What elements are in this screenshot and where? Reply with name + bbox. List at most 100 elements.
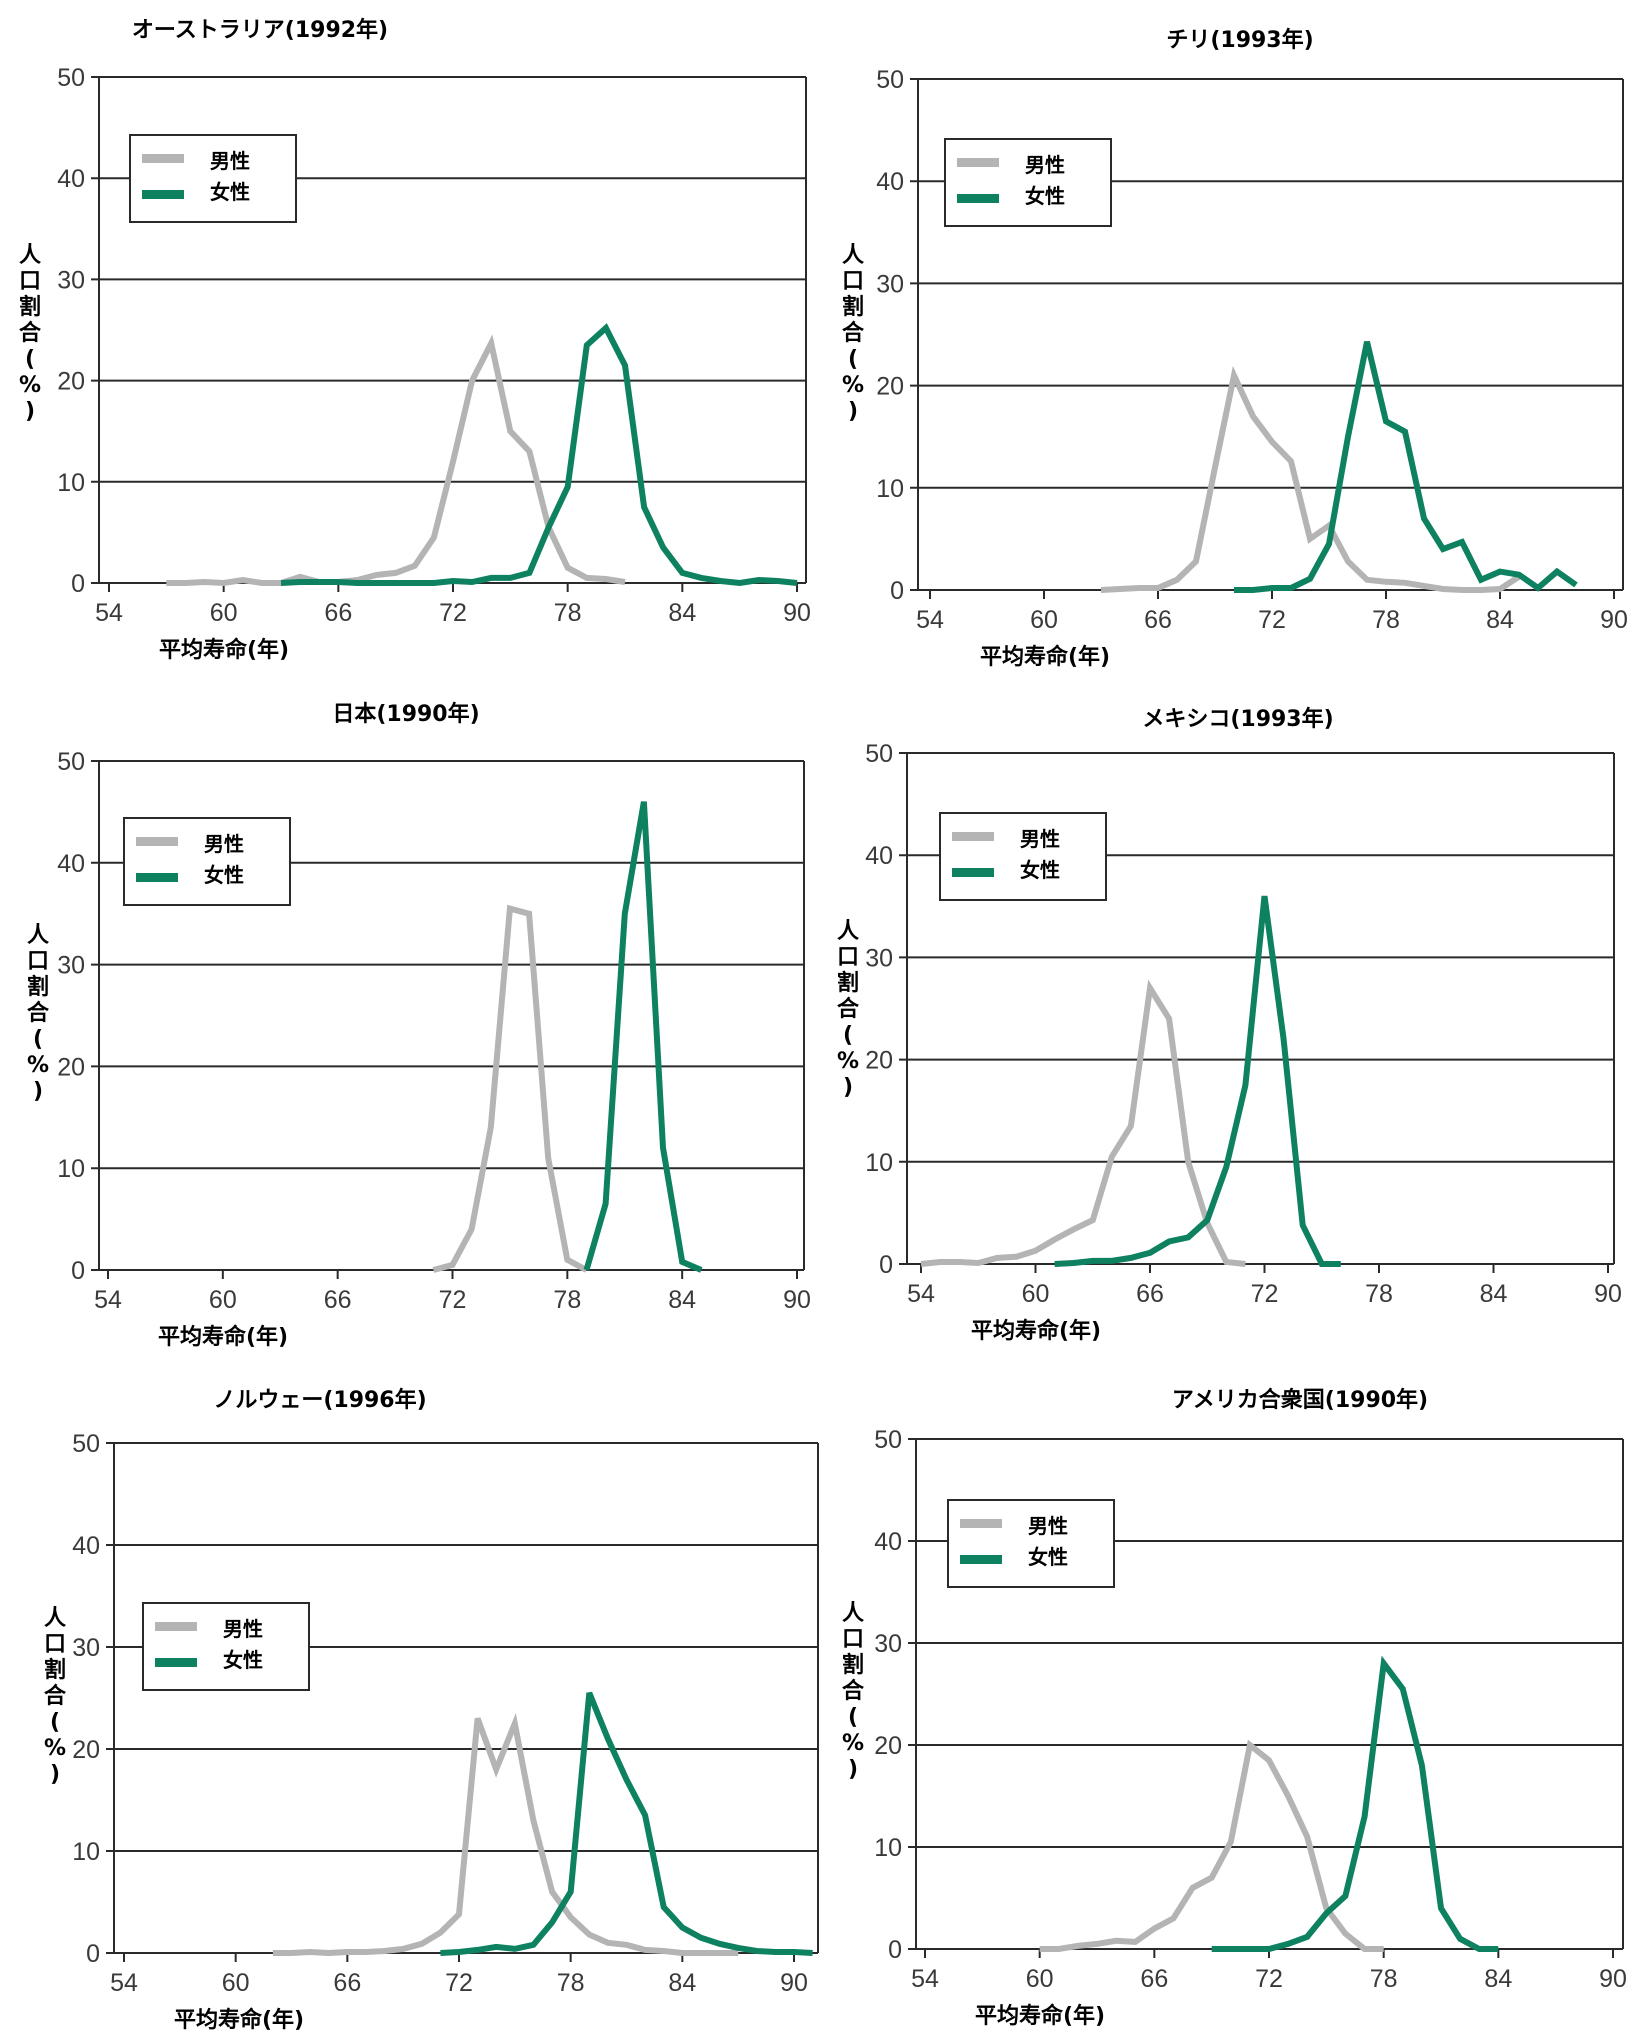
y-axis-label-char: % <box>27 1053 49 1078</box>
legend-swatch-male <box>960 1519 1002 1528</box>
legend-box <box>939 812 1107 901</box>
x-tick-label: 66 <box>1144 606 1172 634</box>
chart-panel-5: ノルウェー(1996年) 0 10 20 30 40 50 54 60 66 72 78 84 90 平均寿… <box>44 1387 819 2033</box>
y-tick-label: 30 <box>57 952 85 980</box>
legend-label-male: 男性 <box>1025 153 1065 177</box>
y-tick-label: 50 <box>865 740 893 768</box>
x-tick-label: 66 <box>324 1286 352 1314</box>
legend-label-female: 女性 <box>1028 1545 1068 1569</box>
y-tick-label: 10 <box>876 475 904 503</box>
legend-swatch-male <box>952 832 994 841</box>
series-line-female <box>1234 341 1578 593</box>
x-tick-label: 78 <box>1370 1965 1398 1993</box>
y-axis-label-char: % <box>842 1731 864 1756</box>
x-tick-label: 54 <box>911 1965 939 1993</box>
x-tick-label: 78 <box>553 1286 581 1314</box>
y-axis-label-char: % <box>44 1736 66 1761</box>
series-line-female <box>1211 1655 1499 1952</box>
y-axis-label-char: 口 <box>842 1627 864 1652</box>
y-tick-label: 40 <box>57 165 85 193</box>
chart-panel-1: オーストラリア(1992年) 0 10 20 30 40 50 54 60 66 72 78 84 90 平… <box>19 17 811 663</box>
y-axis-label-char: 割 <box>19 294 41 320</box>
x-axis-label: 平均寿命(年) <box>980 644 1110 670</box>
y-axis-label-char: ( <box>848 347 858 372</box>
y-tick-label: 40 <box>57 850 85 878</box>
y-axis-label-char: % <box>837 1049 859 1074</box>
x-tick-label: 90 <box>1600 606 1628 634</box>
x-tick-label: 84 <box>1480 1280 1508 1308</box>
chart-title: メキシコ(1993年) <box>1142 706 1333 732</box>
legend-label-female: 女性 <box>1025 184 1065 208</box>
y-axis-label-char: ) <box>848 1757 858 1782</box>
y-tick-label: 0 <box>890 577 904 605</box>
y-tick-label: 50 <box>876 66 904 94</box>
y-axis-label-char: ) <box>848 399 858 424</box>
x-tick-label: 84 <box>668 1286 696 1314</box>
x-tick-label: 66 <box>324 599 352 627</box>
x-tick-label: 60 <box>1026 1965 1054 1993</box>
y-tick-label: 30 <box>57 266 85 294</box>
y-tick-label: 40 <box>876 168 904 196</box>
y-tick-label: 0 <box>86 1940 100 1968</box>
x-tick-label: 78 <box>1365 1280 1393 1308</box>
series-line-male <box>432 904 588 1273</box>
y-axis-label-char: 割 <box>27 974 49 1000</box>
x-tick-label: 66 <box>1140 1965 1168 1993</box>
x-tick-label: 72 <box>445 1969 473 1997</box>
chart-panel-6: アメリカ合衆国(1990年) 0 10 20 30 40 50 54 60 66 72 78 84 90 平… <box>842 1387 1627 2029</box>
y-axis-label-char: ) <box>50 1762 60 1787</box>
y-axis-label-char: % <box>19 373 41 398</box>
y-axis-label-char: ( <box>848 1705 858 1730</box>
y-axis-label-char: 口 <box>19 269 41 294</box>
x-axis-label: 平均寿命(年) <box>975 2003 1105 2029</box>
series-line-female <box>280 323 798 587</box>
y-tick-label: 40 <box>865 842 893 870</box>
x-tick-label: 90 <box>783 1286 811 1314</box>
x-tick-label: 84 <box>668 1969 696 1997</box>
legend-box <box>123 817 291 906</box>
x-tick-label: 54 <box>94 1286 122 1314</box>
y-axis-label-char: 合 <box>27 1000 50 1026</box>
x-tick-label: 54 <box>907 1280 935 1308</box>
y-axis-label-char: 合 <box>842 1678 865 1704</box>
series-line-male <box>272 1712 739 1957</box>
y-tick-label: 30 <box>865 944 893 972</box>
x-tick-label: 90 <box>1594 1280 1622 1308</box>
y-axis-label-char: % <box>842 373 864 398</box>
y-axis-label-char: 人 <box>27 923 49 948</box>
y-axis-label-char: ) <box>843 1075 853 1100</box>
y-tick-label: 30 <box>876 270 904 298</box>
chart-panel-4: メキシコ(1993年) 0 10 20 30 40 50 54 60 66 72 78 84 90 平均寿命… <box>837 706 1622 1344</box>
y-axis-label-char: 人 <box>837 919 859 944</box>
y-axis-label-char: 合 <box>837 996 860 1022</box>
y-tick-label: 50 <box>874 1426 902 1454</box>
legend-label-female: 女性 <box>223 1648 263 1672</box>
x-axis-label: 平均寿命(年) <box>159 637 289 663</box>
y-tick-label: 30 <box>72 1634 100 1662</box>
y-axis-label-char: 口 <box>842 269 864 294</box>
y-tick-label: 30 <box>874 1630 902 1658</box>
y-tick-label: 0 <box>71 570 85 598</box>
x-tick-label: 84 <box>1486 606 1514 634</box>
legend-label-female: 女性 <box>204 863 244 887</box>
x-tick-label: 54 <box>95 599 123 627</box>
x-tick-label: 72 <box>439 599 467 627</box>
y-axis-label-char: ) <box>33 1079 43 1104</box>
x-tick-label: 60 <box>210 599 238 627</box>
y-axis-label-char: 合 <box>19 320 42 346</box>
y-tick-label: 10 <box>57 469 85 497</box>
series-line-male <box>920 979 1246 1267</box>
y-axis-label-char: ( <box>25 347 35 372</box>
y-axis-label-char: 割 <box>837 970 859 996</box>
y-tick-label: 20 <box>57 368 85 396</box>
y-axis-label-char: 合 <box>44 1683 67 1709</box>
y-tick-label: 0 <box>879 1251 893 1279</box>
y-tick-label: 50 <box>72 1430 100 1458</box>
y-tick-label: 20 <box>876 373 904 401</box>
chart-panel-2: チリ(1993年) 0 10 20 30 40 50 54 60 66 72 78 84 90 平均寿命(年… <box>842 27 1628 670</box>
legend-box <box>142 1602 310 1691</box>
